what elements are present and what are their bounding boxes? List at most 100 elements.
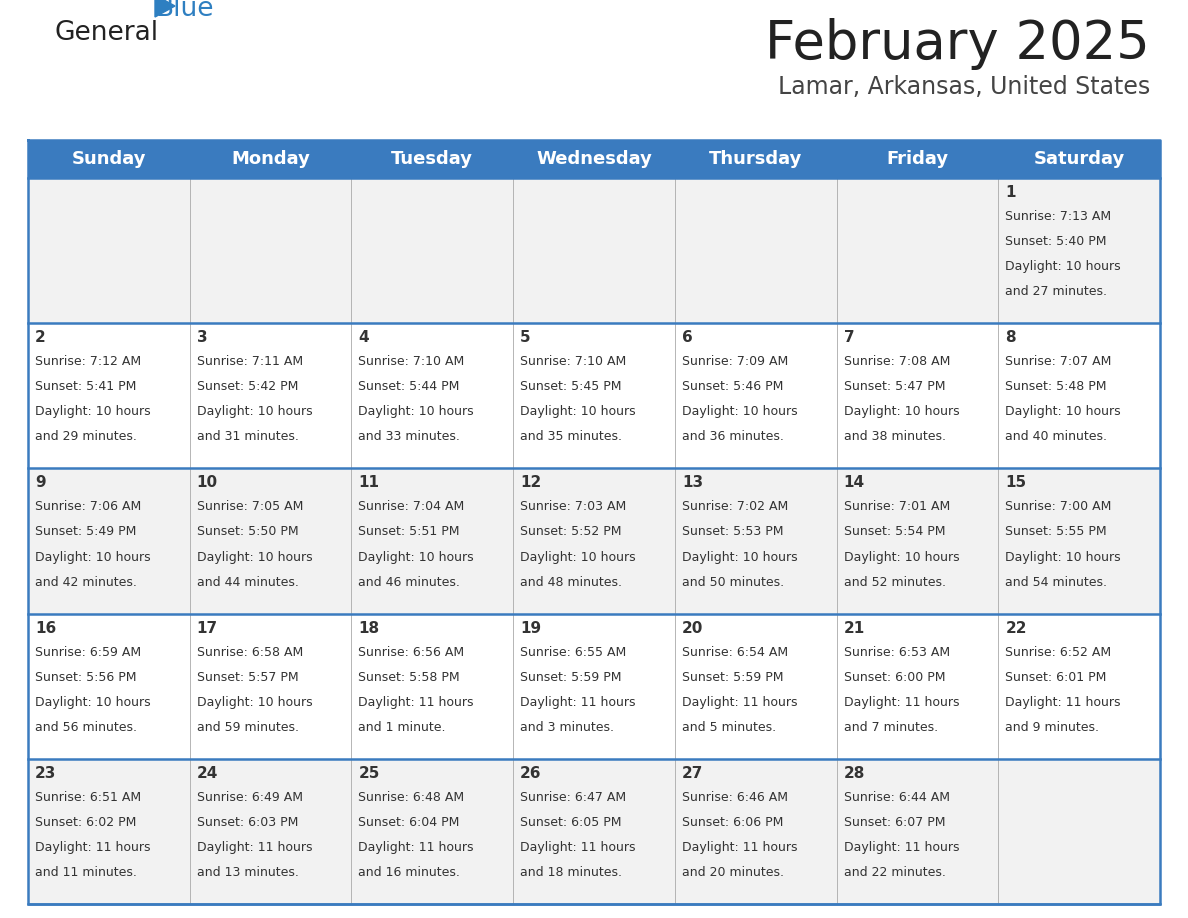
Text: Sunset: 5:57 PM: Sunset: 5:57 PM bbox=[197, 671, 298, 684]
Text: February 2025: February 2025 bbox=[765, 18, 1150, 70]
Text: Sunset: 5:56 PM: Sunset: 5:56 PM bbox=[34, 671, 137, 684]
Text: Daylight: 10 hours: Daylight: 10 hours bbox=[34, 406, 151, 419]
Text: Sunset: 5:41 PM: Sunset: 5:41 PM bbox=[34, 380, 137, 393]
Text: Lamar, Arkansas, United States: Lamar, Arkansas, United States bbox=[778, 75, 1150, 99]
Text: Daylight: 11 hours: Daylight: 11 hours bbox=[520, 841, 636, 854]
Text: Sunset: 5:58 PM: Sunset: 5:58 PM bbox=[359, 671, 460, 684]
Bar bbox=[29, 178, 1159, 323]
Text: Sunset: 5:49 PM: Sunset: 5:49 PM bbox=[34, 525, 137, 539]
Text: 15: 15 bbox=[1005, 476, 1026, 490]
Text: and 38 minutes.: and 38 minutes. bbox=[843, 431, 946, 443]
Text: Daylight: 11 hours: Daylight: 11 hours bbox=[682, 841, 797, 854]
Text: Sunrise: 6:54 AM: Sunrise: 6:54 AM bbox=[682, 645, 788, 658]
Text: Daylight: 11 hours: Daylight: 11 hours bbox=[520, 696, 636, 709]
Text: Sunset: 5:42 PM: Sunset: 5:42 PM bbox=[197, 380, 298, 393]
Text: Sunrise: 7:00 AM: Sunrise: 7:00 AM bbox=[1005, 500, 1112, 513]
Text: 18: 18 bbox=[359, 621, 379, 635]
Text: Sunset: 5:51 PM: Sunset: 5:51 PM bbox=[359, 525, 460, 539]
Text: Sunset: 6:05 PM: Sunset: 6:05 PM bbox=[520, 816, 621, 829]
Text: and 9 minutes.: and 9 minutes. bbox=[1005, 721, 1099, 733]
Text: and 59 minutes.: and 59 minutes. bbox=[197, 721, 298, 733]
Text: 3: 3 bbox=[197, 330, 208, 345]
Text: and 31 minutes.: and 31 minutes. bbox=[197, 431, 298, 443]
Text: Daylight: 10 hours: Daylight: 10 hours bbox=[1005, 260, 1121, 273]
Text: Sunset: 6:00 PM: Sunset: 6:00 PM bbox=[843, 671, 946, 684]
Text: and 1 minute.: and 1 minute. bbox=[359, 721, 446, 733]
Bar bbox=[29, 140, 1159, 178]
Text: Daylight: 10 hours: Daylight: 10 hours bbox=[197, 406, 312, 419]
Text: Tuesday: Tuesday bbox=[391, 150, 473, 168]
Text: and 42 minutes.: and 42 minutes. bbox=[34, 576, 137, 588]
Text: Daylight: 10 hours: Daylight: 10 hours bbox=[682, 551, 797, 564]
Text: Daylight: 10 hours: Daylight: 10 hours bbox=[520, 406, 636, 419]
Text: Sunrise: 6:53 AM: Sunrise: 6:53 AM bbox=[843, 645, 949, 658]
Text: Daylight: 10 hours: Daylight: 10 hours bbox=[682, 406, 797, 419]
Text: Sunrise: 7:13 AM: Sunrise: 7:13 AM bbox=[1005, 210, 1112, 223]
Text: Sunrise: 7:11 AM: Sunrise: 7:11 AM bbox=[197, 355, 303, 368]
Text: 25: 25 bbox=[359, 766, 380, 781]
Text: 13: 13 bbox=[682, 476, 703, 490]
Text: 12: 12 bbox=[520, 476, 542, 490]
Text: Daylight: 10 hours: Daylight: 10 hours bbox=[843, 406, 959, 419]
Text: 27: 27 bbox=[682, 766, 703, 781]
Text: Daylight: 10 hours: Daylight: 10 hours bbox=[359, 406, 474, 419]
Text: and 33 minutes.: and 33 minutes. bbox=[359, 431, 460, 443]
Text: Sunrise: 6:49 AM: Sunrise: 6:49 AM bbox=[197, 790, 303, 804]
Text: Monday: Monday bbox=[232, 150, 310, 168]
Text: Sunset: 5:55 PM: Sunset: 5:55 PM bbox=[1005, 525, 1107, 539]
Text: Saturday: Saturday bbox=[1034, 150, 1125, 168]
Text: Sunrise: 7:09 AM: Sunrise: 7:09 AM bbox=[682, 355, 788, 368]
Text: and 40 minutes.: and 40 minutes. bbox=[1005, 431, 1107, 443]
Text: and 56 minutes.: and 56 minutes. bbox=[34, 721, 137, 733]
Text: Sunrise: 7:06 AM: Sunrise: 7:06 AM bbox=[34, 500, 141, 513]
Text: 5: 5 bbox=[520, 330, 531, 345]
Text: 20: 20 bbox=[682, 621, 703, 635]
Text: and 3 minutes.: and 3 minutes. bbox=[520, 721, 614, 733]
Text: 4: 4 bbox=[359, 330, 369, 345]
Text: Sunrise: 6:59 AM: Sunrise: 6:59 AM bbox=[34, 645, 141, 658]
Text: General: General bbox=[55, 20, 159, 46]
Text: and 20 minutes.: and 20 minutes. bbox=[682, 866, 784, 879]
Text: Sunrise: 6:46 AM: Sunrise: 6:46 AM bbox=[682, 790, 788, 804]
Text: Daylight: 10 hours: Daylight: 10 hours bbox=[843, 551, 959, 564]
Bar bbox=[29, 468, 1159, 613]
Text: and 11 minutes.: and 11 minutes. bbox=[34, 866, 137, 879]
Text: Sunset: 6:07 PM: Sunset: 6:07 PM bbox=[843, 816, 946, 829]
Text: Daylight: 10 hours: Daylight: 10 hours bbox=[34, 551, 151, 564]
Text: and 16 minutes.: and 16 minutes. bbox=[359, 866, 460, 879]
Text: and 52 minutes.: and 52 minutes. bbox=[843, 576, 946, 588]
Text: Daylight: 10 hours: Daylight: 10 hours bbox=[197, 551, 312, 564]
Text: Sunrise: 6:56 AM: Sunrise: 6:56 AM bbox=[359, 645, 465, 658]
Text: 23: 23 bbox=[34, 766, 56, 781]
Text: and 48 minutes.: and 48 minutes. bbox=[520, 576, 623, 588]
Text: Daylight: 11 hours: Daylight: 11 hours bbox=[843, 841, 959, 854]
Text: and 50 minutes.: and 50 minutes. bbox=[682, 576, 784, 588]
Text: 7: 7 bbox=[843, 330, 854, 345]
Text: Wednesday: Wednesday bbox=[536, 150, 652, 168]
Text: Sunrise: 6:47 AM: Sunrise: 6:47 AM bbox=[520, 790, 626, 804]
Text: and 18 minutes.: and 18 minutes. bbox=[520, 866, 623, 879]
Text: Sunrise: 7:04 AM: Sunrise: 7:04 AM bbox=[359, 500, 465, 513]
Text: Sunrise: 7:02 AM: Sunrise: 7:02 AM bbox=[682, 500, 788, 513]
Text: and 54 minutes.: and 54 minutes. bbox=[1005, 576, 1107, 588]
Text: Sunrise: 6:52 AM: Sunrise: 6:52 AM bbox=[1005, 645, 1112, 658]
Text: 22: 22 bbox=[1005, 621, 1026, 635]
Text: Daylight: 11 hours: Daylight: 11 hours bbox=[1005, 696, 1120, 709]
Text: and 5 minutes.: and 5 minutes. bbox=[682, 721, 776, 733]
Text: 6: 6 bbox=[682, 330, 693, 345]
Text: and 27 minutes.: and 27 minutes. bbox=[1005, 285, 1107, 298]
Text: and 46 minutes.: and 46 minutes. bbox=[359, 576, 460, 588]
Text: Friday: Friday bbox=[886, 150, 948, 168]
Text: Thursday: Thursday bbox=[709, 150, 802, 168]
Text: 1: 1 bbox=[1005, 185, 1016, 200]
Text: and 29 minutes.: and 29 minutes. bbox=[34, 431, 137, 443]
Text: Sunset: 5:50 PM: Sunset: 5:50 PM bbox=[197, 525, 298, 539]
Text: Blue: Blue bbox=[154, 0, 214, 22]
Text: Sunset: 5:45 PM: Sunset: 5:45 PM bbox=[520, 380, 621, 393]
Text: Sunset: 5:47 PM: Sunset: 5:47 PM bbox=[843, 380, 946, 393]
Text: 21: 21 bbox=[843, 621, 865, 635]
Text: Sunset: 6:04 PM: Sunset: 6:04 PM bbox=[359, 816, 460, 829]
Text: Sunrise: 6:51 AM: Sunrise: 6:51 AM bbox=[34, 790, 141, 804]
Text: Sunset: 5:44 PM: Sunset: 5:44 PM bbox=[359, 380, 460, 393]
Text: Daylight: 11 hours: Daylight: 11 hours bbox=[359, 696, 474, 709]
